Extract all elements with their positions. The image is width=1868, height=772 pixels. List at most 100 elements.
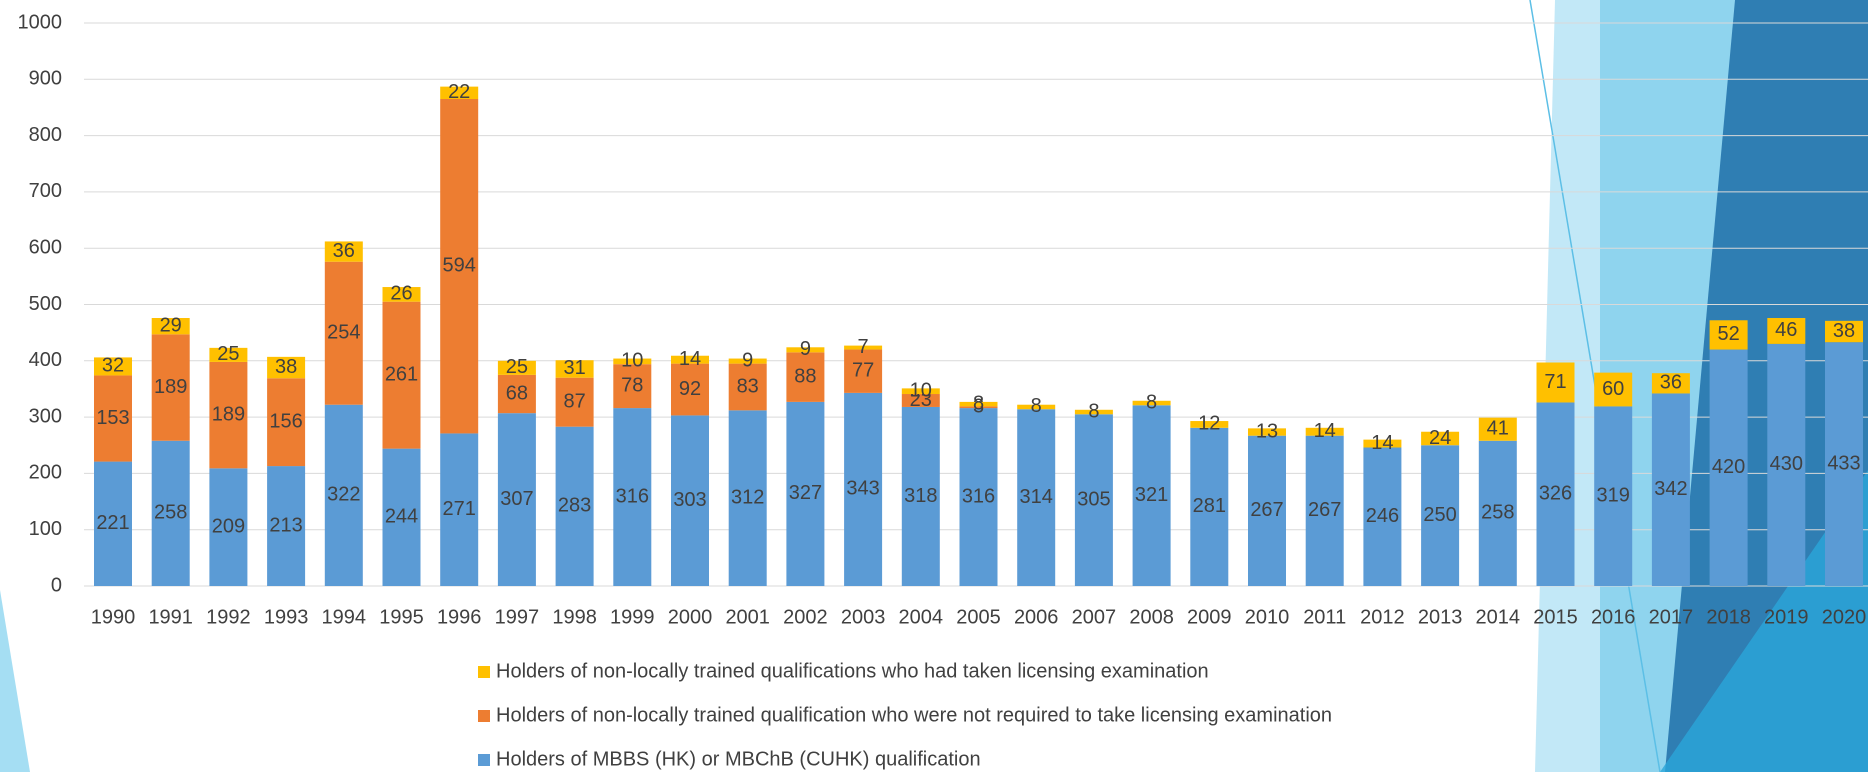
data-label: 46 (1775, 319, 1797, 341)
data-label: 303 (673, 489, 706, 511)
data-label: 92 (679, 378, 701, 400)
data-label: 213 (269, 514, 302, 536)
x-tick-label: 2005 (956, 606, 1001, 628)
bar-segment (382, 301, 421, 449)
data-label: 316 (962, 485, 995, 507)
data-label: 60 (1602, 378, 1624, 400)
bar-segment (959, 406, 998, 409)
data-label: 189 (154, 376, 187, 398)
bar-segment (1190, 427, 1229, 586)
bar-segment (324, 261, 363, 405)
bar-segment (497, 374, 536, 414)
bar-segment (1132, 400, 1171, 406)
bar-segment (382, 448, 421, 586)
data-label: 254 (327, 321, 360, 343)
legend-swatch (478, 754, 490, 766)
bar-segment (1363, 447, 1402, 586)
x-tick-label: 2004 (899, 606, 944, 628)
bar-segment (901, 406, 940, 586)
bar-segment (324, 404, 363, 586)
data-label: 267 (1250, 499, 1283, 521)
data-label: 261 (385, 363, 418, 385)
data-label: 77 (852, 359, 874, 381)
data-label: 87 (563, 390, 585, 412)
bar-segment (671, 363, 709, 416)
data-label: 10 (621, 350, 643, 372)
bar-segment (1767, 343, 1806, 586)
data-label: 314 (1020, 486, 1053, 508)
data-label: 10 (910, 379, 932, 401)
data-label: 14 (1371, 432, 1393, 454)
x-tick-label: 1998 (552, 606, 597, 628)
bar-segment (1536, 362, 1575, 403)
legend-label: Holders of non-locally trained qualifica… (496, 704, 1332, 726)
bar-segment (209, 347, 248, 362)
data-label: 83 (737, 375, 759, 397)
data-label: 32 (102, 355, 124, 377)
data-label: 14 (1314, 420, 1336, 442)
legend-swatch (478, 710, 490, 722)
x-tick-label: 1999 (610, 606, 655, 628)
x-tick-label: 2019 (1764, 606, 1809, 628)
bar-segment (959, 401, 998, 407)
x-tick-label: 2008 (1129, 606, 1174, 628)
y-tick-label: 900 (29, 68, 62, 90)
y-tick-label: 500 (29, 293, 62, 315)
data-label: 52 (1717, 323, 1739, 345)
data-label: 9 (742, 349, 753, 371)
data-label: 8 (1146, 391, 1157, 413)
x-tick-label: 1995 (379, 606, 424, 628)
data-label: 318 (904, 485, 937, 507)
data-label: 271 (443, 498, 476, 520)
data-label: 420 (1712, 456, 1745, 478)
x-tick-label: 2011 (1303, 606, 1346, 628)
x-tick-label: 1990 (91, 606, 136, 628)
bar-segment (1248, 428, 1286, 436)
x-tick-label: 2016 (1591, 606, 1636, 628)
data-label: 258 (1481, 502, 1514, 524)
data-label: 9 (800, 338, 811, 360)
data-label: 312 (731, 486, 764, 508)
bar-segment (1017, 409, 1056, 586)
x-tick-label: 2001 (725, 606, 770, 628)
data-label: 433 (1827, 452, 1860, 474)
data-label: 430 (1770, 453, 1803, 475)
bar-segment (497, 360, 536, 375)
bar-segment (555, 377, 594, 427)
x-tick-label: 2015 (1533, 606, 1578, 628)
bar-segment (1478, 417, 1517, 441)
bar-segment (671, 355, 709, 364)
data-label: 8 (1031, 395, 1042, 417)
data-label: 316 (616, 485, 649, 507)
x-tick-label: 2002 (783, 606, 828, 628)
x-tick-label: 2000 (668, 606, 713, 628)
x-tick-label: 2007 (1072, 606, 1117, 628)
bar-segment (1594, 372, 1633, 407)
bar-segment (1478, 440, 1517, 586)
y-tick-label: 700 (29, 180, 62, 202)
legend: Holders of non-locally trained qualifica… (478, 660, 1332, 770)
x-tick-label: 1991 (148, 606, 193, 628)
data-label: 281 (1193, 495, 1226, 517)
data-label: 283 (558, 495, 591, 517)
data-label: 31 (563, 357, 585, 379)
data-label: 221 (96, 512, 129, 534)
bar-segment (1017, 404, 1056, 410)
bar-segment (1132, 405, 1171, 586)
bar-segment (1651, 373, 1690, 394)
y-tick-label: 200 (29, 462, 62, 484)
bar-segment (786, 401, 825, 586)
y-tick-label: 800 (29, 124, 62, 146)
data-label: 321 (1135, 484, 1168, 506)
bar-segment (94, 357, 132, 376)
bar-segment (1825, 320, 1863, 343)
data-label: 29 (160, 314, 182, 336)
bar-segment (1305, 427, 1344, 436)
bar-segment (1248, 435, 1286, 586)
x-tick-label: 1993 (264, 606, 309, 628)
bar-segment (1363, 439, 1402, 448)
x-tick-label: 1994 (322, 606, 367, 628)
data-label: 36 (333, 240, 355, 262)
bar-segment (267, 356, 306, 379)
